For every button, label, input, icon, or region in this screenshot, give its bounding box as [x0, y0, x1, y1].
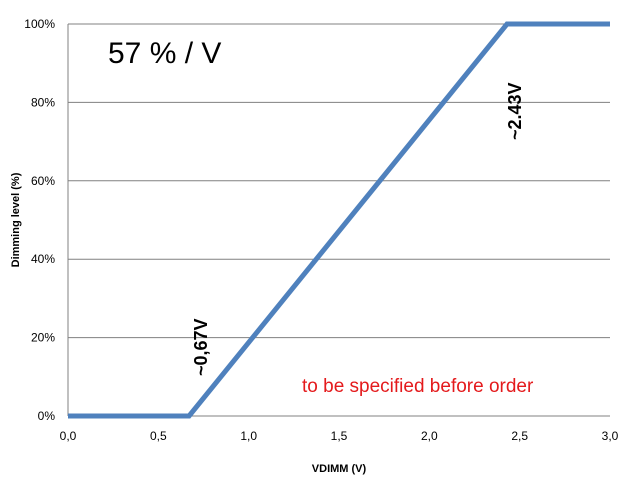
x-tick-label: 3,0 — [602, 429, 619, 443]
x-tick-label: 1,0 — [240, 429, 257, 443]
y-tick-label: 20% — [31, 331, 55, 345]
y-tick-label: 100% — [24, 17, 55, 31]
x-tick-label: 1,5 — [331, 429, 348, 443]
x-tick-label: 2,0 — [421, 429, 438, 443]
x-tick-label: 2,5 — [511, 429, 528, 443]
y-tick-label: 0% — [38, 409, 56, 423]
y-tick-labels: 0% 20% 40% 60% 80% 100% — [24, 17, 55, 423]
x-tick-label: 0,0 — [60, 429, 77, 443]
series-layer — [68, 21, 610, 419]
x-tick-labels: 0,0 0,5 1,0 1,5 2,0 2,5 3,0 — [60, 429, 619, 443]
slope-annotation: 57 % / V — [108, 37, 221, 70]
y-tick-label: 60% — [31, 174, 55, 188]
high-point-annotation: ~2.43V — [505, 82, 525, 140]
note-annotation: to be specified before order — [302, 376, 534, 397]
series-line — [68, 21, 610, 419]
x-axis-title: VDIMM (V) — [312, 463, 367, 475]
x-tick-label: 0,5 — [150, 429, 167, 443]
y-tick-label: 40% — [31, 252, 55, 266]
y-axis-title: Dimming level (%) — [10, 172, 22, 267]
low-point-annotation: ~0,67V — [191, 318, 211, 376]
y-tick-label: 80% — [31, 95, 55, 109]
grid-lines — [67, 23, 610, 417]
